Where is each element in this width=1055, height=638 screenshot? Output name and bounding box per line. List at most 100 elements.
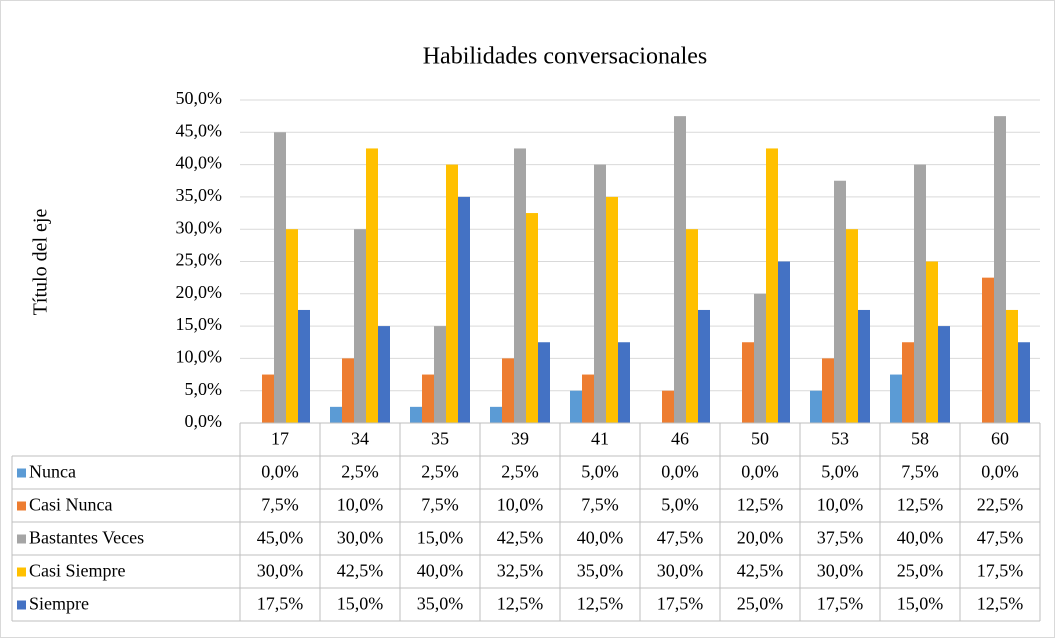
y-tick-label: 10,0% bbox=[176, 347, 223, 367]
x-tick-label: 34 bbox=[351, 429, 369, 449]
bar bbox=[514, 148, 526, 423]
table-cell: 15,0% bbox=[417, 528, 464, 548]
table-cell: 42,5% bbox=[497, 528, 544, 548]
bar bbox=[662, 390, 674, 423]
bar bbox=[366, 148, 378, 423]
bar bbox=[262, 374, 274, 423]
table-cell: 30,0% bbox=[817, 561, 864, 581]
table-cell: 7,5% bbox=[581, 495, 619, 515]
bar bbox=[1006, 309, 1018, 423]
table-cell: 2,5% bbox=[341, 462, 379, 482]
legend-label: Bastantes Veces bbox=[29, 528, 144, 548]
x-tick-label: 35 bbox=[431, 429, 449, 449]
table-cell: 17,5% bbox=[257, 594, 304, 614]
y-tick-label: 20,0% bbox=[176, 282, 223, 302]
x-tick-label: 53 bbox=[831, 429, 849, 449]
table-cell: 5,0% bbox=[821, 462, 859, 482]
table-cell: 12,5% bbox=[977, 594, 1024, 614]
table-cell: 7,5% bbox=[901, 462, 939, 482]
legend-key bbox=[17, 534, 26, 544]
table-cell: 2,5% bbox=[421, 462, 459, 482]
bar bbox=[1018, 342, 1030, 423]
table-cell: 40,0% bbox=[577, 528, 624, 548]
table-cell: 5,0% bbox=[581, 462, 619, 482]
table-cell: 40,0% bbox=[897, 528, 944, 548]
bar bbox=[890, 374, 902, 423]
y-tick-label: 40,0% bbox=[176, 153, 223, 173]
table-cell: 37,5% bbox=[817, 528, 864, 548]
table-cell: 42,5% bbox=[337, 561, 384, 581]
bar bbox=[618, 342, 630, 423]
table-cell: 47,5% bbox=[977, 528, 1024, 548]
table-cell: 15,0% bbox=[897, 594, 944, 614]
table-cell: 15,0% bbox=[337, 594, 384, 614]
table-cell: 2,5% bbox=[501, 462, 539, 482]
bar bbox=[902, 342, 914, 423]
y-tick-label: 15,0% bbox=[176, 314, 223, 334]
table-cell: 7,5% bbox=[421, 495, 459, 515]
y-tick-label: 5,0% bbox=[185, 379, 223, 399]
table-cell: 12,5% bbox=[577, 594, 624, 614]
bar bbox=[594, 164, 606, 423]
bar bbox=[502, 358, 514, 423]
table-cell: 0,0% bbox=[261, 462, 299, 482]
table-cell: 17,5% bbox=[657, 594, 704, 614]
y-tick-label: 0,0% bbox=[185, 411, 223, 431]
x-tick-label: 60 bbox=[991, 429, 1009, 449]
table-cell: 30,0% bbox=[257, 561, 304, 581]
bar bbox=[834, 180, 846, 423]
bar bbox=[766, 148, 778, 423]
y-tick-label: 50,0% bbox=[176, 88, 223, 108]
bar bbox=[378, 326, 390, 423]
table-cell: 45,0% bbox=[257, 528, 304, 548]
legend-key bbox=[17, 468, 26, 478]
table-cell: 25,0% bbox=[737, 594, 784, 614]
legend-label: Casi Siempre bbox=[29, 561, 126, 581]
table-cell: 10,0% bbox=[497, 495, 544, 515]
bar bbox=[286, 229, 298, 423]
bar bbox=[674, 116, 686, 424]
bar bbox=[274, 132, 286, 424]
x-tick-label: 46 bbox=[671, 429, 689, 449]
x-tick-label: 17 bbox=[271, 429, 289, 449]
table-cell: 40,0% bbox=[417, 561, 464, 581]
bar bbox=[570, 390, 582, 423]
x-tick-label: 50 bbox=[751, 429, 769, 449]
bar bbox=[926, 261, 938, 423]
y-axis-title: Título del eje bbox=[30, 209, 52, 316]
legend-key bbox=[17, 600, 26, 610]
table-cell: 35,0% bbox=[577, 561, 624, 581]
bar bbox=[354, 229, 366, 423]
table-cell: 22,5% bbox=[977, 495, 1024, 515]
bar bbox=[422, 374, 434, 423]
x-tick-label: 41 bbox=[591, 429, 609, 449]
bar bbox=[686, 229, 698, 423]
bar bbox=[582, 374, 594, 423]
table-cell: 0,0% bbox=[661, 462, 699, 482]
x-tick-label: 39 bbox=[511, 429, 529, 449]
bar bbox=[822, 358, 834, 423]
y-tick-label: 45,0% bbox=[176, 120, 223, 140]
bar bbox=[606, 196, 618, 423]
table-cell: 5,0% bbox=[661, 495, 699, 515]
table-cell: 12,5% bbox=[497, 594, 544, 614]
bar bbox=[846, 229, 858, 423]
bar bbox=[858, 309, 870, 423]
y-tick-label: 30,0% bbox=[176, 217, 223, 237]
table-cell: 17,5% bbox=[977, 561, 1024, 581]
table-cell: 12,5% bbox=[737, 495, 784, 515]
table-cell: 25,0% bbox=[897, 561, 944, 581]
table-cell: 0,0% bbox=[981, 462, 1019, 482]
table-cell: 7,5% bbox=[261, 495, 299, 515]
y-tick-label: 25,0% bbox=[176, 250, 223, 270]
legend-key bbox=[17, 501, 26, 511]
bar bbox=[994, 116, 1006, 424]
bar bbox=[330, 406, 342, 423]
bar bbox=[754, 293, 766, 423]
bar bbox=[742, 342, 754, 423]
table-cell: 47,5% bbox=[657, 528, 704, 548]
table-cell: 10,0% bbox=[337, 495, 384, 515]
table-cell: 10,0% bbox=[817, 495, 864, 515]
x-tick-label: 58 bbox=[911, 429, 929, 449]
